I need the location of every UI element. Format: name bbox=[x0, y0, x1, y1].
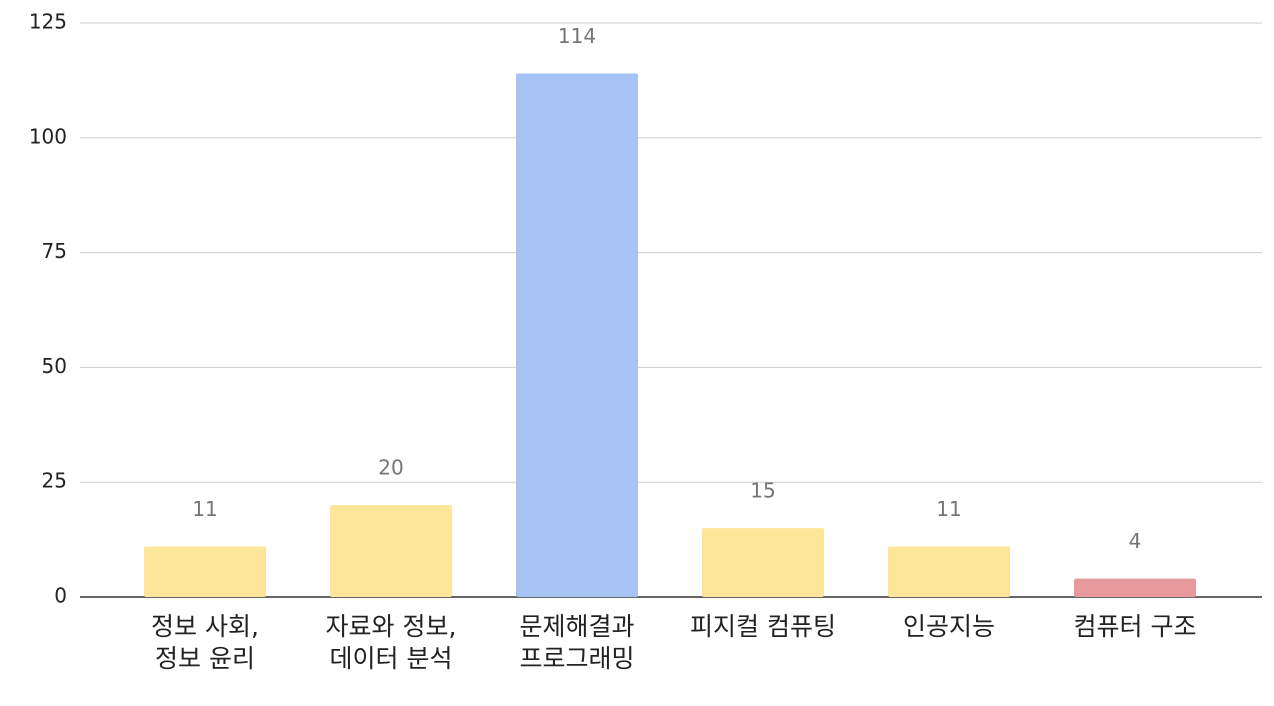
bar bbox=[144, 546, 266, 597]
y-tick-label: 0 bbox=[54, 584, 67, 608]
value-label: 114 bbox=[558, 24, 596, 48]
x-tick-label: 자료와 정보, 데이터 분석 bbox=[326, 612, 457, 673]
bar bbox=[1074, 578, 1196, 597]
bar bbox=[516, 73, 638, 597]
value-label: 11 bbox=[192, 497, 217, 521]
x-tick-label: 컴퓨터 구조 bbox=[1074, 612, 1197, 641]
y-tick-label: 125 bbox=[29, 10, 67, 34]
y-tick-label: 100 bbox=[29, 124, 67, 148]
x-tick-label: 인공지능 bbox=[903, 612, 995, 641]
bar bbox=[702, 528, 824, 597]
value-label: 15 bbox=[750, 479, 775, 503]
bar bbox=[330, 505, 452, 597]
y-tick-label: 75 bbox=[42, 239, 67, 263]
value-label: 4 bbox=[1129, 529, 1142, 553]
value-label: 11 bbox=[936, 497, 961, 521]
x-tick-label: 피지컬 컴퓨팅 bbox=[690, 612, 836, 641]
y-tick-label: 50 bbox=[42, 354, 67, 378]
y-tick-label: 25 bbox=[42, 469, 67, 493]
value-label: 20 bbox=[378, 456, 403, 480]
x-tick-label: 정보 사회, 정보 윤리 bbox=[151, 612, 259, 673]
x-tick-label: 문제해결과 프로그래밍 bbox=[519, 612, 634, 673]
bar bbox=[888, 546, 1010, 597]
